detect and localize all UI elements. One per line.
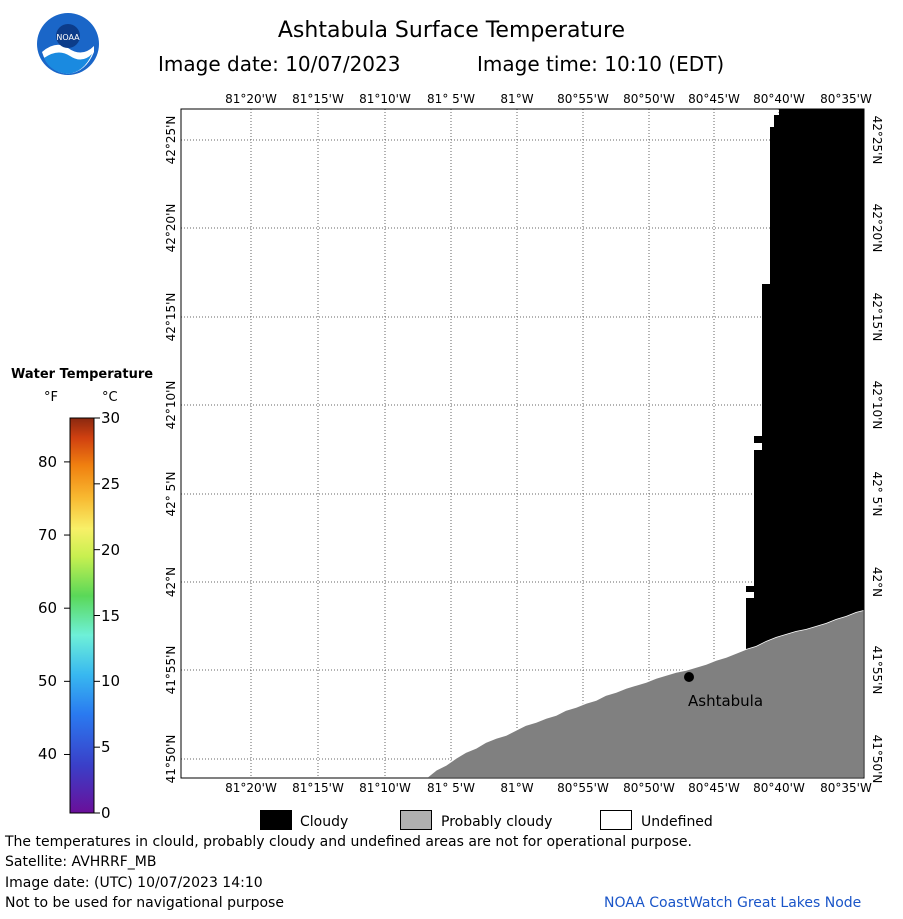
longitude-label-top: 80°40'W bbox=[753, 92, 805, 106]
footer-utc-date: Image date: (UTC) 10/07/2023 14:10 bbox=[5, 875, 263, 891]
latitude-label-right: 42°25'N bbox=[870, 115, 884, 165]
fahrenheit-tick-label: 50 bbox=[38, 672, 58, 691]
longitude-label-bottom: 80°35'W bbox=[820, 781, 872, 795]
latitude-label-right: 41°50'N bbox=[870, 734, 884, 784]
celsius-tick-label: 0 bbox=[101, 804, 111, 822]
latitude-label-right: 41°55'N bbox=[870, 645, 884, 695]
longitude-label-top: 80°45'W bbox=[688, 92, 740, 106]
map-title: Ashtabula Surface Temperature bbox=[277, 18, 626, 43]
city-label: Ashtabula bbox=[688, 692, 764, 710]
legend-swatch-probably-cloudy bbox=[400, 810, 432, 830]
latitude-label-right: 42°15'N bbox=[870, 292, 884, 342]
latitude-label-right: 42°10'N bbox=[870, 380, 884, 430]
longitude-label-top: 81°15'W bbox=[292, 92, 344, 106]
longitude-label-top: 80°35'W bbox=[820, 92, 872, 106]
footer-node-credit: NOAA CoastWatch Great Lakes Node bbox=[604, 895, 862, 911]
fahrenheit-tick-label: 80 bbox=[38, 452, 58, 471]
unit-fahrenheit: °F bbox=[44, 390, 58, 405]
latitude-label-right: 42° 5'N bbox=[870, 471, 884, 517]
celsius-tick-label: 15 bbox=[101, 606, 121, 625]
longitude-label-bottom: 81° 5'W bbox=[427, 781, 475, 795]
latitude-label-left: 42°25'N bbox=[164, 115, 178, 165]
colorbar bbox=[64, 417, 100, 814]
fahrenheit-tick-label: 60 bbox=[38, 599, 58, 618]
longitude-label-bottom: 80°45'W bbox=[688, 781, 740, 795]
longitude-label-top: 81°W bbox=[500, 92, 534, 106]
footer-navigation-warning: Not to be used for navigational purpose bbox=[5, 895, 284, 911]
image-date: Image date: 10/07/2023 bbox=[158, 52, 401, 76]
legend-label-cloudy: Cloudy bbox=[300, 814, 349, 830]
legend-label-probably-cloudy: Probably cloudy bbox=[441, 814, 553, 830]
latitude-label-right: 42°N bbox=[870, 566, 884, 598]
celsius-tick-label: 20 bbox=[101, 540, 121, 559]
logo-text: NOAA bbox=[56, 33, 80, 42]
noaa-logo: NOAA bbox=[37, 13, 99, 75]
latitude-label-left: 42°10'N bbox=[164, 380, 178, 430]
fahrenheit-tick-label: 40 bbox=[38, 745, 58, 764]
colorbar-title: Water Temperature bbox=[11, 367, 154, 382]
longitude-label-top: 80°50'W bbox=[623, 92, 675, 106]
longitude-label-bottom: 80°40'W bbox=[753, 781, 805, 795]
image-time: Image time: 10:10 (EDT) bbox=[477, 52, 725, 76]
latitude-label-left: 42°15'N bbox=[164, 292, 178, 342]
legend-label-undefined: Undefined bbox=[641, 814, 713, 830]
fahrenheit-tick-label: 70 bbox=[38, 526, 58, 545]
latitude-label-left: 42°20'N bbox=[164, 203, 178, 253]
longitude-label-bottom: 81°20'W bbox=[225, 781, 277, 795]
footer-satellite: Satellite: AVHRRF_MB bbox=[5, 854, 157, 870]
latitude-label-left: 41°55'N bbox=[164, 645, 178, 695]
longitude-label-top: 81°10'W bbox=[359, 92, 411, 106]
latitude-label-left: 41°50'N bbox=[164, 734, 178, 784]
celsius-tick-label: 30 bbox=[101, 409, 121, 427]
map-frame bbox=[180, 108, 865, 779]
legend-swatch-undefined bbox=[600, 810, 632, 830]
latitude-label-left: 42°N bbox=[164, 566, 178, 598]
footer-disclaimer: The temperatures in clould, probably clo… bbox=[5, 834, 692, 850]
celsius-tick-label: 10 bbox=[101, 672, 121, 691]
latitude-label-left: 42° 5'N bbox=[164, 471, 178, 517]
longitude-label-bottom: 80°55'W bbox=[557, 781, 609, 795]
longitude-label-bottom: 81°W bbox=[500, 781, 534, 795]
celsius-tick-label: 5 bbox=[101, 738, 111, 757]
longitude-label-bottom: 81°15'W bbox=[292, 781, 344, 795]
longitude-label-top: 80°55'W bbox=[557, 92, 609, 106]
longitude-label-top: 81° 5'W bbox=[427, 92, 475, 106]
unit-celsius: °C bbox=[102, 390, 118, 405]
cloudy-area bbox=[746, 109, 864, 649]
latitude-label-right: 42°20'N bbox=[870, 203, 884, 253]
legend-swatch-cloudy bbox=[260, 810, 292, 830]
longitude-label-top: 81°20'W bbox=[225, 92, 277, 106]
city-marker bbox=[684, 672, 694, 682]
longitude-label-bottom: 81°10'W bbox=[359, 781, 411, 795]
longitude-label-bottom: 80°50'W bbox=[623, 781, 675, 795]
celsius-tick-label: 25 bbox=[101, 474, 121, 493]
